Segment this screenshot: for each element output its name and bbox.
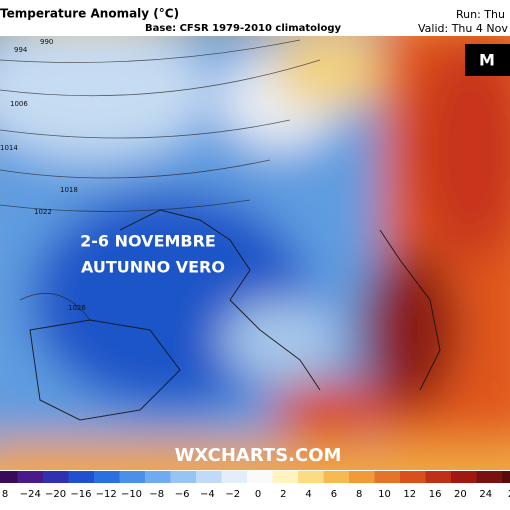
colorbar-label: −6: [175, 489, 190, 500]
colorbar-label: 6: [331, 489, 337, 500]
colorbar-swatch: [43, 471, 69, 483]
colorbar-label: −20: [45, 489, 66, 500]
map: [0, 36, 510, 470]
logo-box: [465, 44, 510, 76]
colorbar-swatch: [170, 471, 196, 483]
colorbar-swatch: [17, 471, 43, 483]
colorbar-label: 10: [378, 489, 391, 500]
colorbar-label: 20: [454, 489, 467, 500]
colorbar: 8−24−20−16−12−10−8−6−4−20246810121620242: [0, 471, 510, 500]
colorbar-label: −16: [70, 489, 91, 500]
colorbar-swatch: [145, 471, 171, 483]
logo: M: [479, 51, 495, 70]
colorbar-swatch: [451, 471, 477, 483]
colorbar-swatch: [0, 471, 18, 483]
colorbar-label: −24: [20, 489, 41, 500]
isobar-label: 1006: [10, 100, 28, 108]
colorbar-swatch: [349, 471, 375, 483]
colorbar-label: 8: [2, 489, 8, 500]
colorbar-swatch: [502, 471, 510, 483]
colorbar-label: −2: [225, 489, 240, 500]
colorbar-label: −4: [200, 489, 215, 500]
isobar-label: 990: [40, 38, 53, 46]
overlay-line: 2-6 NOVEMBRE: [80, 232, 216, 251]
base: Base: CFSR 1979-2010 climatology: [145, 23, 341, 34]
colorbar-swatch: [476, 471, 502, 483]
colorbar-swatch: [425, 471, 451, 483]
watermark: WXCHARTS.COM: [175, 445, 342, 466]
colorbar-swatch: [323, 471, 349, 483]
colorbar-label: 4: [305, 489, 311, 500]
isobar-label: 1026: [68, 304, 86, 312]
valid: Valid: Thu 4 Nov: [418, 22, 508, 35]
isobar-label: 1022: [34, 208, 52, 216]
colorbar-swatch: [247, 471, 273, 483]
colorbar-swatch: [272, 471, 298, 483]
colorbar-label: −10: [121, 489, 142, 500]
isobar-labels: 990 994 1006 1014 1018 1022 1026: [0, 38, 86, 312]
colorbar-label: −8: [149, 489, 164, 500]
overlay-line: AUTUNNO VERO: [81, 258, 225, 277]
title: Temperature Anomaly (°C): [0, 7, 179, 21]
colorbar-label: 16: [429, 489, 442, 500]
colorbar-label: 24: [479, 489, 492, 500]
colorbar-label: 2: [280, 489, 286, 500]
colorbar-label: 2: [508, 489, 510, 500]
colorbar-swatch: [374, 471, 400, 483]
colorbar-swatch: [119, 471, 145, 483]
run: Run: Thu: [456, 8, 505, 21]
colorbar-label: 8: [356, 489, 362, 500]
isobar-label: 1018: [60, 186, 78, 194]
colorbar-swatch: [400, 471, 426, 483]
colorbar-label: 0: [255, 489, 261, 500]
isobar-label: 994: [14, 46, 28, 54]
colorbar-swatch: [94, 471, 120, 483]
colorbar-label: −12: [96, 489, 117, 500]
colorbar-swatch: [68, 471, 94, 483]
colorbar-label: 12: [403, 489, 416, 500]
isobar-label: 1014: [0, 144, 18, 152]
colorbar-swatch: [196, 471, 222, 483]
colorbar-swatch: [221, 471, 247, 483]
colorbar-swatch: [298, 471, 324, 483]
